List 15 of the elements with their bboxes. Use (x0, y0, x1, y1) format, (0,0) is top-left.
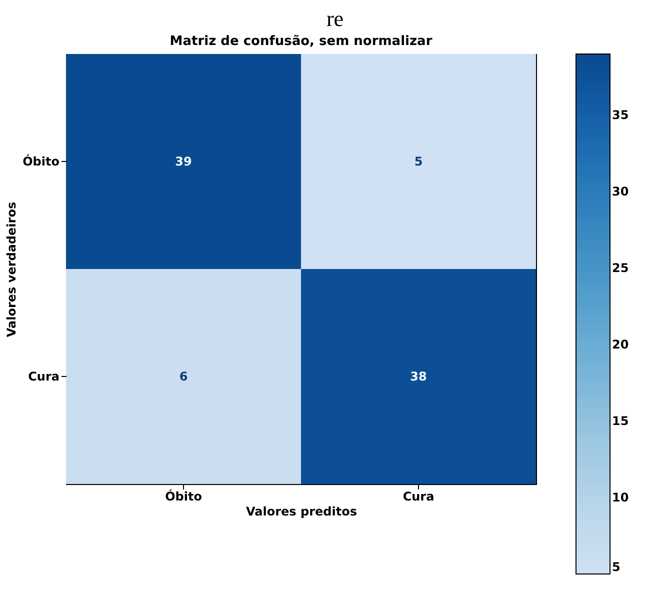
data-label: 6 (179, 370, 188, 384)
color-bar-label: 25 (612, 261, 629, 276)
text: re (325, 5, 345, 31)
color-bar-label: 35 (612, 108, 629, 122)
data-label: 5 (414, 154, 423, 168)
x-axis-title: Valores preditos (246, 504, 357, 518)
color-bar-label: 5 (612, 560, 620, 574)
data-label: 38 (410, 370, 427, 384)
y-axis-title: Valores verdadeiros (4, 202, 19, 338)
color-bar-label: 10 (612, 490, 629, 505)
color-bar-label: 15 (612, 414, 629, 428)
color-bar-label: 30 (612, 184, 629, 199)
data-label: 39 (175, 154, 192, 168)
chart-title: Matriz de confusão, sem normalizar (170, 34, 433, 49)
color-bar-label: 20 (612, 338, 629, 352)
